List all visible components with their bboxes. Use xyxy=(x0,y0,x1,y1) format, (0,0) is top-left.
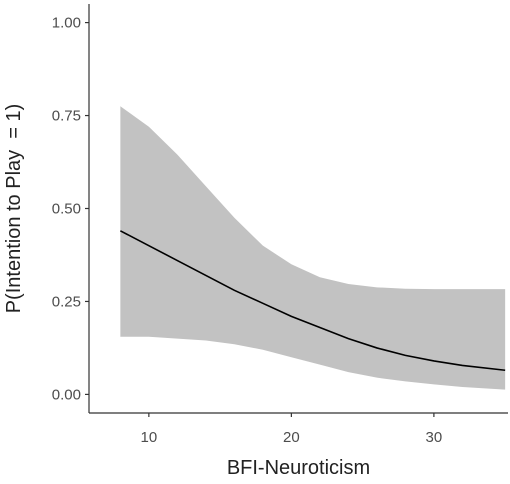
confidence-band xyxy=(120,106,506,390)
y-tick-label: 0.50 xyxy=(52,201,81,218)
x-tick-label: 30 xyxy=(426,429,443,446)
x-tick-label: 20 xyxy=(283,429,300,446)
y-tick-label: 0.00 xyxy=(52,386,81,403)
x-tick-label: 10 xyxy=(141,429,158,446)
x-axis-title: BFI-Neuroticism xyxy=(227,457,370,479)
y-axis-title: P(Intention to Play = 1) xyxy=(3,104,25,314)
y-axis-ticks: 0.00 0.25 0.50 0.75 1.00 xyxy=(52,15,89,403)
x-axis-ticks: 10 20 30 xyxy=(141,413,443,446)
plot-area xyxy=(119,106,506,390)
y-tick-label: 0.25 xyxy=(52,293,81,310)
y-tick-label: 1.00 xyxy=(52,15,81,32)
fitted-probability-line xyxy=(119,230,506,372)
y-tick-label: 0.75 xyxy=(52,108,81,125)
